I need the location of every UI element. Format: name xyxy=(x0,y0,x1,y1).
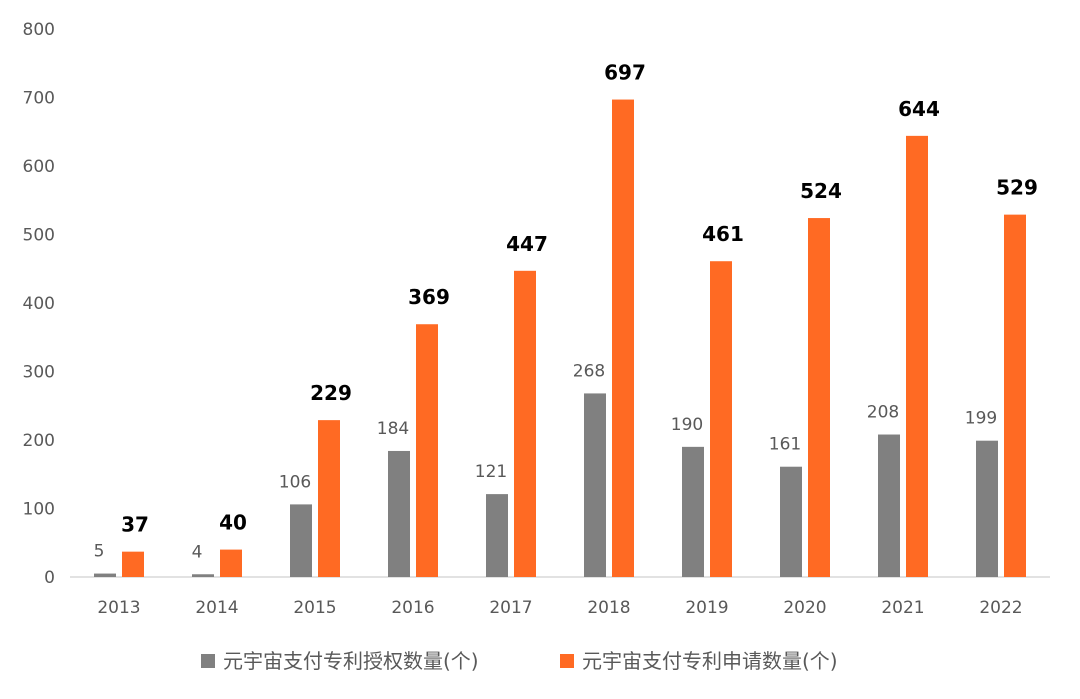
data-label-granted: 106 xyxy=(279,472,311,492)
bar-applied xyxy=(1004,214,1026,577)
y-tick-label: 0 xyxy=(44,568,55,588)
y-tick-label: 100 xyxy=(23,500,55,520)
data-label-granted: 199 xyxy=(965,409,997,429)
x-tick-label: 2016 xyxy=(391,598,434,618)
bar-granted xyxy=(976,440,998,577)
y-tick-label: 300 xyxy=(23,363,55,383)
data-label-applied: 529 xyxy=(996,176,1038,200)
data-label-granted: 161 xyxy=(769,435,801,455)
data-label-granted: 121 xyxy=(475,462,507,482)
legend-swatch xyxy=(560,654,574,668)
data-label-granted: 4 xyxy=(192,542,203,562)
data-label-applied: 229 xyxy=(310,381,352,405)
bar-granted xyxy=(486,494,508,577)
x-axis: 2013 2014 2015 2016 2017 2018 2019 2020 2021 2022 xyxy=(97,598,1022,618)
data-label-applied: 447 xyxy=(506,232,548,256)
bar-applied xyxy=(514,270,536,577)
legend: 元宇宙支付专利授权数量(个) 元宇宙支付专利申请数量(个) xyxy=(201,649,838,673)
data-label-applied: 37 xyxy=(121,513,149,537)
bars: 5 37 4 40 106 229 184 369 121 447 268 697 190 461 161 5… xyxy=(94,61,1038,578)
x-tick-label: 2017 xyxy=(489,598,532,618)
x-tick-label: 2022 xyxy=(979,598,1022,618)
bar-applied xyxy=(220,549,242,577)
data-label-granted: 268 xyxy=(573,361,605,381)
bar-granted xyxy=(584,393,606,577)
x-tick-label: 2018 xyxy=(587,598,630,618)
data-label-applied: 40 xyxy=(219,511,247,535)
data-label-applied: 697 xyxy=(604,61,646,85)
bar-applied xyxy=(122,551,144,577)
bar-applied xyxy=(416,324,438,577)
bar-applied xyxy=(710,261,732,577)
y-tick-label: 500 xyxy=(23,226,55,246)
bar-applied xyxy=(808,218,830,577)
x-tick-label: 2020 xyxy=(783,598,826,618)
x-tick-label: 2015 xyxy=(293,598,336,618)
x-tick-label: 2013 xyxy=(97,598,140,618)
legend-label: 元宇宙支付专利授权数量(个) xyxy=(223,649,479,673)
data-label-applied: 461 xyxy=(702,222,744,246)
data-label-applied: 644 xyxy=(898,97,940,121)
x-tick-label: 2019 xyxy=(685,598,728,618)
data-label-granted: 190 xyxy=(671,415,703,435)
bar-granted xyxy=(388,450,410,577)
x-tick-label: 2021 xyxy=(881,598,924,618)
y-axis: 0 100 200 300 400 500 600 700 800 xyxy=(23,20,55,588)
y-tick-label: 600 xyxy=(23,157,55,177)
x-tick-label: 2014 xyxy=(195,598,238,618)
bar-applied xyxy=(612,99,634,578)
y-tick-label: 400 xyxy=(23,294,55,314)
bar-granted xyxy=(290,504,312,577)
bar-granted xyxy=(780,466,802,577)
data-label-applied: 524 xyxy=(800,179,842,203)
bar-granted xyxy=(192,574,214,577)
legend-swatch xyxy=(201,654,215,668)
y-tick-label: 700 xyxy=(23,89,55,109)
y-tick-label: 200 xyxy=(23,431,55,451)
data-label-granted: 184 xyxy=(377,419,409,439)
y-tick-label: 800 xyxy=(23,20,55,40)
bar-granted xyxy=(682,446,704,577)
legend-label: 元宇宙支付专利申请数量(个) xyxy=(582,649,838,673)
data-label-applied: 369 xyxy=(408,285,450,309)
data-label-granted: 208 xyxy=(867,403,899,423)
bar-applied xyxy=(906,135,928,578)
bar-granted xyxy=(878,434,900,577)
data-label-granted: 5 xyxy=(94,542,105,562)
bar-granted xyxy=(94,573,116,577)
bar-applied xyxy=(318,420,340,577)
